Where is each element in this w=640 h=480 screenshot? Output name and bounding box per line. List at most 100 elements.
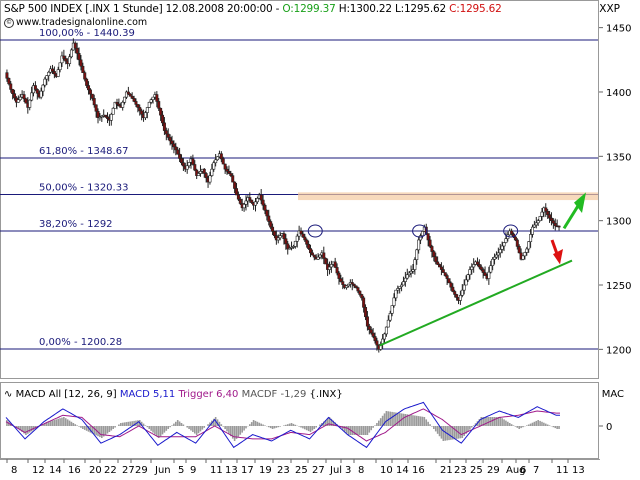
x-tick-label: 16 xyxy=(412,465,425,476)
x-tick-label: 21 xyxy=(440,465,453,476)
candle-body xyxy=(460,289,464,296)
candle-body xyxy=(223,163,227,170)
candle-body xyxy=(56,69,60,77)
macd-short-label: MAC xyxy=(601,389,624,400)
candle-body xyxy=(261,199,265,206)
candle-body xyxy=(369,329,373,334)
candle-body xyxy=(233,181,237,189)
candle-body xyxy=(504,238,508,243)
fib-label: 61,80% - 1348.67 xyxy=(39,146,128,157)
candle-body xyxy=(170,140,174,145)
candle-body xyxy=(79,59,83,67)
x-tick-label: 17 xyxy=(241,465,254,476)
candle-body xyxy=(403,277,407,282)
candle-body xyxy=(11,89,15,94)
candle-body xyxy=(498,249,502,254)
candle-body xyxy=(272,231,276,236)
candle-body xyxy=(362,297,366,308)
low-value: L:1295.62 xyxy=(394,3,446,15)
x-tick-label: 7 xyxy=(533,465,539,476)
candle-body xyxy=(284,238,288,245)
candle-body xyxy=(523,252,527,257)
candle-body xyxy=(458,295,462,301)
candle-body xyxy=(208,175,212,183)
candle-body xyxy=(462,284,466,291)
candle-body xyxy=(441,269,445,273)
x-tick-label: 14 xyxy=(49,465,62,476)
candle-body xyxy=(309,248,313,254)
x-tick-label: 29 xyxy=(135,465,148,476)
x-tick-label: 3 xyxy=(345,465,351,476)
candle-body xyxy=(60,55,64,64)
candle-body xyxy=(333,261,337,268)
x-tick-label: 25 xyxy=(295,465,308,476)
candle-body xyxy=(202,168,206,174)
candle-body xyxy=(291,246,295,248)
candle-body xyxy=(354,285,358,288)
candle-body xyxy=(225,168,229,172)
macd-header: ∿ MACD All [12, 26, 9] MACD 5,11 Trigger… xyxy=(4,389,343,400)
candle-body xyxy=(443,272,447,276)
candle-body xyxy=(487,271,491,279)
candle-body xyxy=(106,116,110,119)
candle-body xyxy=(204,173,208,179)
candle-body xyxy=(398,286,402,289)
candle-body xyxy=(151,96,155,100)
candle-body xyxy=(140,110,144,115)
candle-body xyxy=(481,269,485,273)
candle-body xyxy=(259,194,263,201)
candle-body xyxy=(197,173,201,176)
candle-body xyxy=(493,256,497,260)
candle-body xyxy=(159,107,163,116)
candle-body xyxy=(149,99,153,103)
candle-body xyxy=(557,225,561,228)
candle-body xyxy=(227,171,231,174)
candle-body xyxy=(500,245,504,250)
candle-body xyxy=(318,254,322,258)
candle-body xyxy=(85,78,89,86)
candle-body xyxy=(337,272,341,279)
candle-body xyxy=(411,269,415,272)
candle-body xyxy=(549,217,553,221)
candle-body xyxy=(286,243,290,250)
candle-body xyxy=(109,113,113,121)
candle-body xyxy=(236,194,240,200)
candle-body xyxy=(301,233,305,238)
x-tick-label: 6 xyxy=(520,465,526,476)
candle-body xyxy=(534,222,538,226)
x-tick-label: 13 xyxy=(572,465,585,476)
candle-body xyxy=(143,112,147,119)
y-tick-label: 1250 xyxy=(606,281,631,292)
candle-body xyxy=(496,252,500,256)
candle-body xyxy=(210,168,214,176)
candle-body xyxy=(386,319,390,328)
candle-body xyxy=(179,158,183,164)
candle-body xyxy=(18,96,22,100)
candle-body xyxy=(322,252,326,259)
y-tick-label: 1450 xyxy=(606,24,631,35)
x-tick-label: Aug xyxy=(506,465,526,476)
up-arrow-shaft xyxy=(562,201,582,230)
candle-body xyxy=(43,78,47,86)
candle-body xyxy=(263,204,267,211)
candle-body xyxy=(187,162,191,167)
candle-body xyxy=(515,239,519,247)
x-tick-label: 8 xyxy=(11,465,17,476)
source-line: © www.tradesignalonline.com xyxy=(4,17,147,28)
candle-body xyxy=(166,133,170,138)
candle-body xyxy=(293,240,297,247)
candle-body xyxy=(104,114,108,118)
candle-body xyxy=(436,261,440,265)
support-trendline xyxy=(379,259,573,347)
candle-body xyxy=(9,83,13,90)
candle-body xyxy=(502,242,506,247)
macd-zero-label: 0 xyxy=(606,422,612,433)
candle-body xyxy=(5,72,9,79)
candle-body xyxy=(276,237,280,241)
candle-body xyxy=(168,137,172,142)
candle-body xyxy=(305,239,309,245)
candle-body xyxy=(477,264,481,268)
candle-body xyxy=(470,266,474,270)
candle-body xyxy=(358,290,362,295)
